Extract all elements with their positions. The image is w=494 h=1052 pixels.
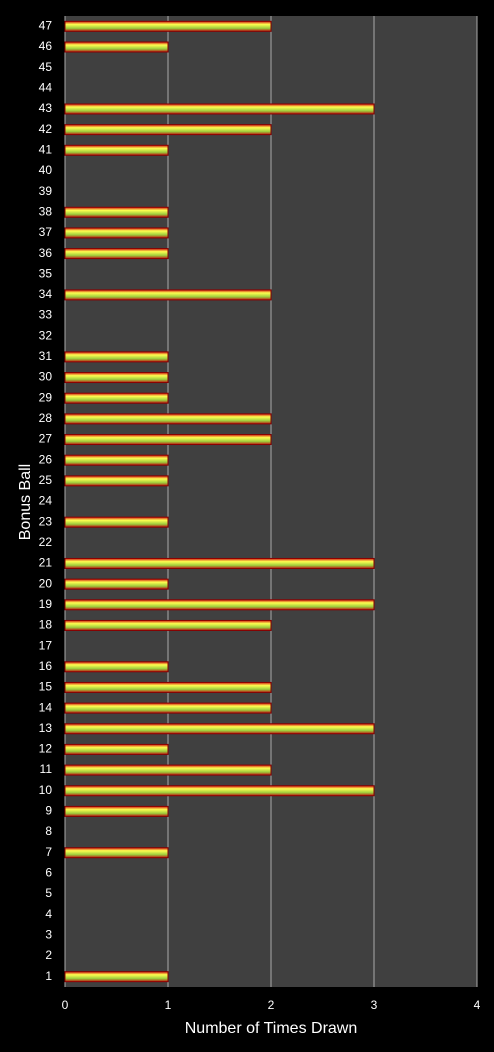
x-tick-label: 0 bbox=[62, 998, 69, 1012]
y-tick-label: 24 bbox=[39, 494, 53, 508]
y-tick-label: 8 bbox=[45, 824, 52, 838]
y-tick-label: 35 bbox=[39, 266, 53, 280]
y-tick-label: 6 bbox=[45, 866, 52, 880]
bar bbox=[64, 805, 169, 817]
bar bbox=[64, 578, 169, 590]
bar bbox=[64, 681, 272, 693]
bar bbox=[64, 661, 169, 673]
y-tick-label: 26 bbox=[39, 452, 53, 466]
y-tick-label: 2 bbox=[45, 948, 52, 962]
bar bbox=[64, 413, 272, 425]
y-tick-label: 44 bbox=[39, 80, 53, 94]
x-tick-label: 2 bbox=[268, 998, 275, 1012]
y-axis-title: Bonus Ball bbox=[17, 464, 34, 541]
bar bbox=[64, 764, 272, 776]
y-tick-label: 4 bbox=[45, 907, 52, 921]
bar bbox=[64, 599, 375, 611]
bar bbox=[64, 434, 272, 446]
y-tick-label: 19 bbox=[39, 597, 53, 611]
y-tick-label: 18 bbox=[39, 618, 53, 632]
y-tick-label: 33 bbox=[39, 308, 53, 322]
y-tick-label: 9 bbox=[45, 804, 52, 818]
y-tick-label: 1 bbox=[45, 969, 52, 983]
bar bbox=[64, 124, 272, 136]
bar bbox=[64, 619, 272, 631]
y-tick-label: 25 bbox=[39, 473, 53, 487]
x-tick-label: 4 bbox=[474, 998, 481, 1012]
y-tick-label: 17 bbox=[39, 638, 53, 652]
bar bbox=[64, 351, 169, 363]
bar bbox=[64, 20, 272, 32]
y-tick-label: 47 bbox=[39, 19, 53, 33]
y-tick-label: 41 bbox=[39, 142, 53, 156]
y-tick-label: 11 bbox=[40, 762, 53, 776]
y-tick-label: 30 bbox=[39, 370, 53, 384]
y-tick-label: 21 bbox=[39, 556, 53, 570]
x-tick-label: 1 bbox=[165, 998, 172, 1012]
bar bbox=[64, 702, 272, 714]
y-tick-label: 5 bbox=[45, 886, 52, 900]
bar bbox=[64, 454, 169, 466]
x-axis-title: Number of Times Drawn bbox=[185, 1020, 358, 1037]
bar bbox=[64, 41, 169, 53]
y-tick-label: 32 bbox=[39, 328, 53, 342]
y-tick-label: 13 bbox=[39, 721, 53, 735]
x-tick-label: 3 bbox=[371, 998, 378, 1012]
y-tick-label: 23 bbox=[39, 514, 53, 528]
bar bbox=[64, 557, 375, 569]
bar bbox=[64, 144, 169, 156]
bar bbox=[64, 785, 375, 797]
bar bbox=[64, 248, 169, 260]
y-tick-label: 31 bbox=[39, 349, 53, 363]
bar bbox=[64, 971, 169, 983]
bar bbox=[64, 475, 169, 487]
y-tick-label: 3 bbox=[45, 928, 52, 942]
y-tick-label: 22 bbox=[39, 535, 53, 549]
y-tick-label: 40 bbox=[39, 163, 53, 177]
y-tick-label: 7 bbox=[45, 845, 52, 859]
y-tick-label: 15 bbox=[39, 680, 53, 694]
y-tick-label: 38 bbox=[39, 204, 53, 218]
y-tick-label: 39 bbox=[39, 184, 53, 198]
y-tick-label: 16 bbox=[39, 659, 53, 673]
y-tick-label: 28 bbox=[39, 411, 53, 425]
y-tick-label: 27 bbox=[39, 432, 53, 446]
y-tick-label: 36 bbox=[39, 246, 53, 260]
y-tick-label: 37 bbox=[39, 225, 53, 239]
bar bbox=[64, 289, 272, 301]
y-tick-label: 12 bbox=[39, 742, 53, 756]
bar bbox=[64, 847, 169, 859]
y-tick-label: 46 bbox=[39, 39, 53, 53]
bar bbox=[64, 103, 375, 115]
bar bbox=[64, 743, 169, 755]
bar bbox=[64, 206, 169, 218]
bar bbox=[64, 392, 169, 404]
y-tick-label: 10 bbox=[39, 783, 53, 797]
bar bbox=[64, 516, 169, 528]
y-tick-label: 42 bbox=[39, 122, 53, 136]
y-tick-label: 43 bbox=[39, 101, 53, 115]
bar bbox=[64, 227, 169, 239]
y-tick-label: 20 bbox=[39, 576, 53, 590]
bar bbox=[64, 372, 169, 384]
bar bbox=[64, 723, 375, 735]
y-tick-label: 14 bbox=[39, 700, 53, 714]
y-tick-label: 45 bbox=[39, 60, 53, 74]
y-tick-label: 29 bbox=[39, 390, 53, 404]
y-tick-label: 34 bbox=[39, 287, 53, 301]
